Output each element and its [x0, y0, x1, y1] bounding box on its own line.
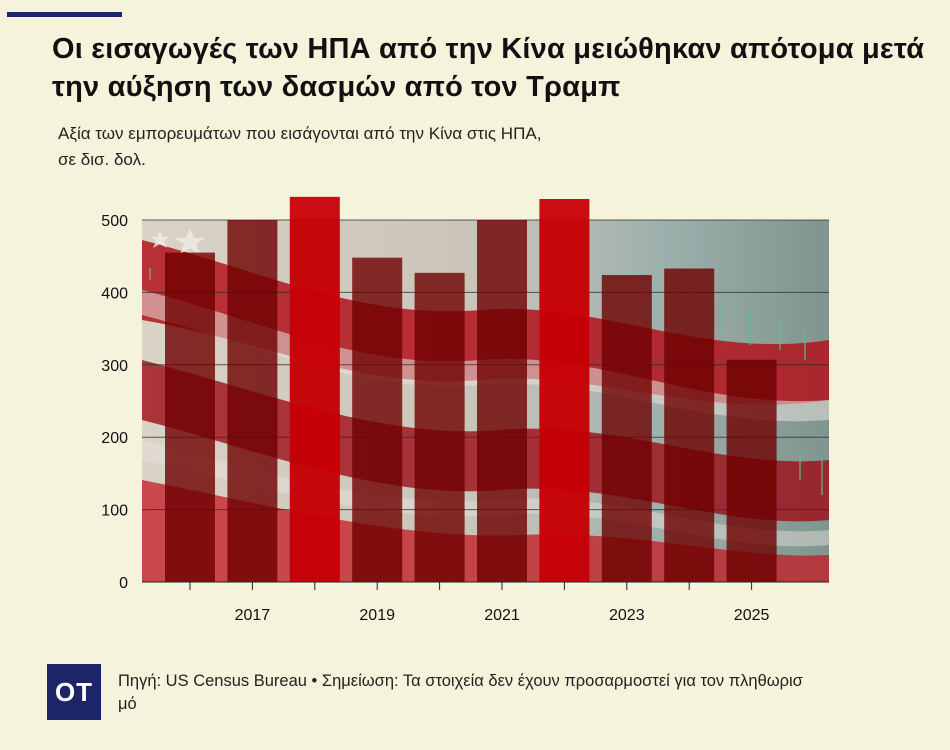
- bar-2020: [414, 272, 465, 582]
- y-tick-label-400: 400: [101, 285, 128, 302]
- brand-logo: OT: [47, 664, 101, 720]
- bar-2022: [539, 199, 590, 582]
- bar-overlay-2018: [289, 220, 340, 582]
- bar-2025: [726, 359, 777, 582]
- subtitle-line-2: σε δισ. δολ.: [58, 150, 146, 169]
- chart-subtitle: Αξία των εμπορευμάτων που εισάγονται από…: [58, 121, 758, 173]
- x-tick-label-2017: 2017: [235, 607, 271, 624]
- x-axis: 2017 2019 2021 2023 2025: [142, 581, 829, 624]
- footer-source-note: Πηγή: US Census Bureau • Σημείωση: Τα στ…: [118, 672, 803, 713]
- x-tick-label-2023: 2023: [609, 607, 645, 624]
- y-tick-label-500: 500: [101, 213, 128, 230]
- chart-title: Οι εισαγωγές των ΗΠΑ από την Κίνα μειώθη…: [52, 33, 925, 103]
- bar-2021: [477, 220, 527, 582]
- accent-bar: [7, 12, 122, 17]
- bar-2018: [289, 196, 340, 582]
- bars: [165, 196, 777, 582]
- bar-overlay-2022: [539, 220, 590, 582]
- y-axis: 0 100 200 300 400 500: [101, 213, 128, 592]
- y-tick-label-300: 300: [101, 358, 128, 375]
- y-tick-label-200: 200: [101, 430, 128, 447]
- y-tick-label-0: 0: [119, 575, 128, 592]
- x-tick-label-2019: 2019: [359, 607, 395, 624]
- bar-2017: [227, 220, 278, 582]
- bar-2024: [664, 268, 715, 582]
- bar-2023: [601, 275, 652, 582]
- y-tick-label-100: 100: [101, 503, 128, 520]
- bar-2019: [352, 257, 403, 582]
- bar-2016: [165, 252, 215, 582]
- x-tick-label-2021: 2021: [484, 607, 520, 624]
- x-tick-label-2025: 2025: [734, 607, 770, 624]
- subtitle-line-1: Αξία των εμπορευμάτων που εισάγονται από…: [58, 124, 542, 143]
